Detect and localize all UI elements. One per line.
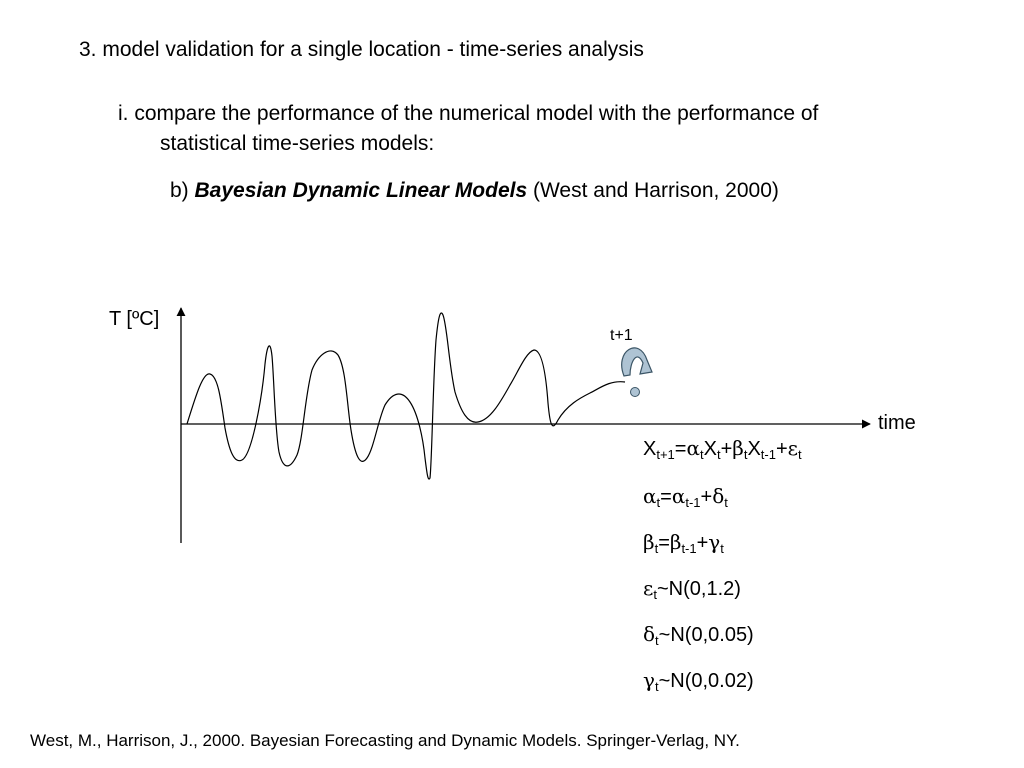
- reference-citation: West, M., Harrison, J., 2000. Bayesian F…: [30, 731, 740, 750]
- equation-epsilon-dist: εt~N(0,1.2): [643, 576, 741, 602]
- subpoint-i-line1: i. compare the performance of the numeri…: [118, 102, 819, 125]
- equation-delta-dist: δt~N(0,0.05): [643, 622, 754, 648]
- forecast-point: [630, 387, 640, 397]
- equation-state: Xt+1=αtXt+βtXt-1+εt: [643, 436, 802, 462]
- series-curve: [186, 312, 626, 480]
- equation-beta: βt=βt-1+γt: [643, 530, 724, 556]
- subpoint-b-prefix: b): [170, 179, 195, 202]
- subpoint-b: b) Bayesian Dynamic Linear Models (West …: [170, 179, 779, 203]
- step-arrow: [621, 347, 653, 377]
- equation-gamma-dist: γt~N(0,0.02): [643, 668, 754, 694]
- subpoint-i-line2: statistical time-series models:: [160, 132, 435, 155]
- subpoint-b-title: Bayesian Dynamic Linear Models: [194, 179, 528, 202]
- x-axis-label: time: [878, 412, 916, 434]
- step-label: t+1: [610, 327, 633, 344]
- equation-alpha: αt=αt-1+δt: [643, 484, 728, 510]
- y-axis-label: T [ºC]: [109, 308, 159, 330]
- slide-heading: 3. model validation for a single locatio…: [79, 38, 644, 61]
- subpoint-b-citation: (West and Harrison, 2000): [527, 179, 779, 202]
